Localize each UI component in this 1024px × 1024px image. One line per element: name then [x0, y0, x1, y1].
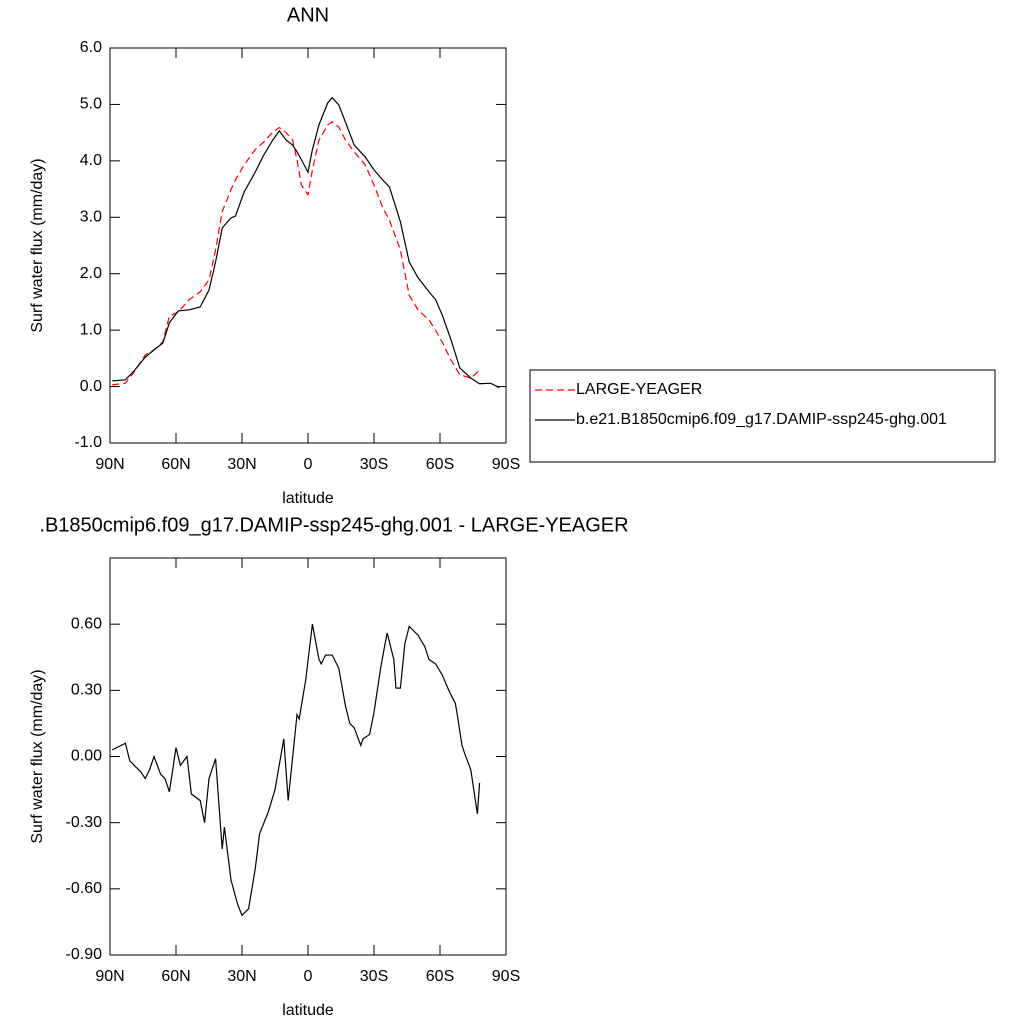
x-tick-label: 60N — [161, 456, 190, 473]
y-tick-label: 0.30 — [71, 682, 102, 699]
y-tick-label: 0.00 — [71, 748, 102, 765]
x-tick-label: 0 — [304, 456, 313, 473]
plot-frame — [109, 557, 507, 956]
chart-title: .B1850cmip6.f09_g17.DAMIP-ssp245-ghg.001… — [39, 514, 628, 536]
x-tick-label: 30N — [227, 456, 256, 473]
y-tick-label: 0.60 — [71, 615, 102, 632]
y-tick-label: 6.0 — [80, 39, 102, 56]
legend-box — [529, 369, 996, 463]
chart-title: ANN — [287, 4, 329, 26]
y-tick-label: -1.0 — [74, 434, 102, 451]
y-tick-label: 1.0 — [80, 321, 102, 338]
y-tick-label: 0.0 — [80, 378, 102, 395]
y-tick-label: 3.0 — [80, 209, 102, 226]
y-tick-label: 2.0 — [80, 265, 102, 282]
y-tick-label: -0.60 — [66, 880, 103, 897]
x-tick-label: 30N — [227, 968, 256, 985]
x-tick-label: 90N — [95, 456, 124, 473]
y-tick-label: 4.0 — [80, 152, 102, 169]
y-tick-label: -0.90 — [66, 946, 103, 963]
y-axis-label: Surf water flux (mm/day) — [29, 669, 46, 843]
x-axis-label: latitude — [282, 1002, 334, 1019]
data-line — [112, 121, 481, 386]
x-tick-label: 60S — [426, 968, 454, 985]
x-tick-label: 90S — [492, 968, 520, 985]
x-tick-label: 60S — [426, 456, 454, 473]
x-tick-label: 30S — [360, 456, 388, 473]
legend-label: b.e21.B1850cmip6.f09_g17.DAMIP-ssp245-gh… — [576, 411, 947, 428]
legend-label: LARGE-YEAGER — [576, 381, 702, 398]
y-axis-label: Surf water flux (mm/day) — [29, 158, 46, 332]
data-line — [111, 624, 481, 917]
x-tick-label: 0 — [304, 968, 313, 985]
y-tick-label: -0.30 — [66, 814, 103, 831]
x-axis-label: latitude — [282, 490, 334, 507]
plot-frame — [109, 47, 507, 444]
x-tick-label: 90S — [492, 456, 520, 473]
x-tick-label: 60N — [161, 968, 190, 985]
x-tick-label: 90N — [95, 968, 124, 985]
x-tick-label: 30S — [360, 968, 388, 985]
y-tick-label: 5.0 — [80, 96, 102, 113]
data-line — [112, 96, 500, 389]
